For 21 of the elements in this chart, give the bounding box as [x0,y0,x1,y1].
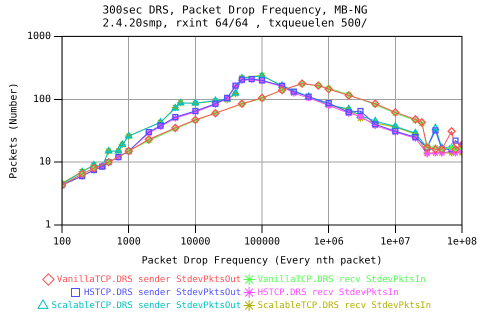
x-tick-label: 100000 [244,236,280,248]
x-tick-label: 1000 [116,236,141,248]
y-tick-label: 1 [45,220,52,231]
legend-label: VanillaTCP.DRS sender StdevPktsOut [56,274,242,285]
legend-label: HSTCP.DRS recv StdevPktsIn [258,288,399,298]
legend-label: ScalableTCP.DRS sender StdevPktsOut [51,300,242,311]
x-tick-label: 10000 [180,236,210,248]
legend-label: VanillaTCP.DRS recv StdevPktsIn [258,274,426,285]
y-tick-label: 10 [39,156,52,168]
y-tick-label: 100 [33,94,52,105]
chart-subtitle: 2.4.20smp, rxint 64/64 , txqueuelen 500/ [102,16,368,30]
x-tick-label: 1e+06 [314,236,344,248]
x-tick-label: 1e+08 [446,236,478,248]
x-axis-title: Packet Drop Frequency (Every nth packet) [142,256,382,267]
y-axis-title: Packets (Number) [8,82,20,179]
chart-title: 300sec DRS, Packet Drop Frequency, MB-NG [102,3,368,16]
x-tick-label: 1e+07 [380,236,410,248]
legend-label: HSTCP.DRS sender StdevPktsOut [84,288,242,298]
legend-label: ScalableTCP.DRS recv StdevPktsIn [258,300,432,311]
y-tick-label: 1000 [26,30,52,42]
x-tick-label: 100 [53,236,72,248]
